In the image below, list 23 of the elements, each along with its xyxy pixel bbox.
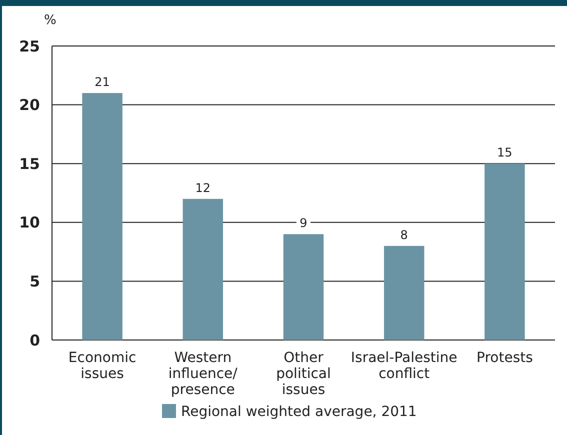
y-axis-title: % — [44, 13, 56, 28]
data-label: 8 — [400, 228, 408, 242]
x-tick-label: Western influence/presence — [168, 350, 238, 398]
x-tick-label: Economic issues — [68, 350, 136, 382]
data-label: 15 — [497, 146, 512, 160]
y-tick-label: 25 — [19, 37, 40, 56]
x-tick-label: Other political issues — [276, 350, 331, 398]
y-tick-label: 15 — [19, 154, 40, 173]
bar — [82, 93, 122, 340]
x-tick-label: Israel-Palestine conflict — [350, 350, 458, 382]
bar — [484, 164, 525, 340]
x-tick-label: Protests — [476, 350, 533, 366]
y-tick-label: 0 — [30, 331, 40, 350]
bar — [384, 246, 424, 340]
data-label: 9 — [300, 216, 308, 230]
legend-label: Regional weighted average, 2011 — [181, 404, 417, 420]
bar — [283, 234, 324, 340]
data-label: 12 — [195, 180, 211, 195]
y-tick-label: 10 — [19, 214, 40, 232]
data-label: 21 — [94, 75, 110, 90]
y-tick-label: 20 — [19, 96, 40, 114]
y-tick-label: 5 — [30, 272, 40, 290]
bar — [182, 198, 224, 340]
